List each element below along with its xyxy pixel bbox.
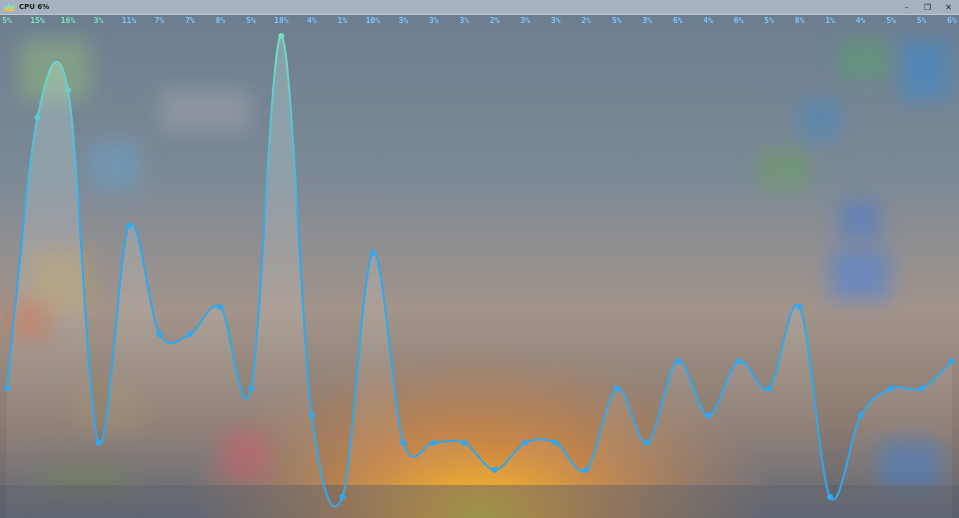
data-point bbox=[64, 87, 71, 94]
tick-label: 5% bbox=[764, 16, 774, 25]
tick-label: 3% bbox=[459, 16, 469, 25]
data-point bbox=[430, 439, 437, 446]
data-point bbox=[186, 331, 193, 338]
tick-label: 3% bbox=[398, 16, 408, 25]
tick-label: 2% bbox=[581, 16, 591, 25]
tick-label: 3% bbox=[551, 16, 561, 25]
data-point bbox=[583, 466, 590, 473]
data-point bbox=[369, 249, 376, 256]
tick-label: 3% bbox=[520, 16, 530, 25]
tick-label: 18% bbox=[274, 16, 289, 25]
tick-label: 8% bbox=[795, 16, 805, 25]
data-point bbox=[125, 222, 132, 229]
data-point bbox=[461, 439, 468, 446]
data-point bbox=[400, 439, 407, 446]
close-button[interactable]: ✕ bbox=[945, 2, 952, 12]
data-point bbox=[674, 358, 681, 365]
restore-button[interactable]: ❐ bbox=[923, 2, 932, 12]
data-point bbox=[949, 358, 955, 365]
data-points bbox=[4, 33, 955, 500]
minimize-button[interactable]: – bbox=[904, 2, 909, 12]
tick-label: 15% bbox=[30, 16, 45, 25]
tick-label: 7% bbox=[155, 16, 165, 25]
tick-label: 1% bbox=[338, 16, 348, 25]
data-point bbox=[522, 439, 529, 446]
tick-label: 3% bbox=[94, 16, 104, 25]
data-point bbox=[156, 331, 163, 338]
data-point bbox=[491, 466, 498, 473]
tick-label: 4% bbox=[703, 16, 713, 25]
tick-label: 10% bbox=[366, 16, 381, 25]
tick-label: 5% bbox=[917, 16, 927, 25]
cpu-series-line bbox=[6, 34, 953, 508]
data-point bbox=[552, 439, 559, 446]
tick-label: 4% bbox=[856, 16, 866, 25]
tick-label: 7% bbox=[185, 16, 195, 25]
window-titlebar: CPU 6% – ❐ ✕ bbox=[0, 0, 959, 15]
tick-labels: 5% 15% 16% 3% 11% 7% 7% 8% 5% 18% 4% 1% 10% 3% 3% 3% 2% 3… bbox=[2, 16, 957, 25]
data-point bbox=[735, 358, 742, 365]
data-point bbox=[796, 304, 803, 311]
data-point bbox=[827, 494, 834, 500]
tick-label: 6% bbox=[673, 16, 683, 25]
data-point bbox=[857, 412, 864, 419]
data-point bbox=[278, 33, 285, 39]
window-title: CPU 6% bbox=[19, 3, 50, 11]
tick-label: 5% bbox=[886, 16, 896, 25]
tick-label: 11% bbox=[122, 16, 137, 25]
data-point bbox=[644, 439, 651, 446]
tick-label: 3% bbox=[642, 16, 652, 25]
data-point bbox=[4, 385, 10, 392]
data-point bbox=[888, 385, 895, 392]
tick-label: 1% bbox=[825, 16, 835, 25]
tick-label: 2% bbox=[490, 16, 500, 25]
cpu-chart-app-icon bbox=[3, 3, 15, 11]
tick-label: 8% bbox=[216, 16, 226, 25]
tick-label: 5% bbox=[246, 16, 256, 25]
tick-label: 5% bbox=[612, 16, 622, 25]
window-controls: – ❐ ✕ bbox=[896, 0, 959, 14]
tick-label: 4% bbox=[307, 16, 317, 25]
cpu-area-fill bbox=[7, 35, 952, 518]
data-point bbox=[308, 412, 315, 419]
tick-label: 5% bbox=[2, 16, 12, 25]
data-point bbox=[34, 114, 41, 121]
data-point bbox=[95, 439, 102, 446]
data-point bbox=[247, 385, 254, 392]
tick-label: 6% bbox=[734, 16, 744, 25]
tick-label: 16% bbox=[61, 16, 76, 25]
tick-label: 3% bbox=[429, 16, 439, 25]
data-point bbox=[339, 494, 346, 500]
data-point bbox=[705, 412, 712, 419]
data-point bbox=[217, 304, 224, 311]
data-point bbox=[613, 385, 620, 392]
data-point bbox=[918, 385, 925, 392]
data-point bbox=[766, 385, 773, 392]
tick-label: 6% bbox=[947, 16, 957, 25]
